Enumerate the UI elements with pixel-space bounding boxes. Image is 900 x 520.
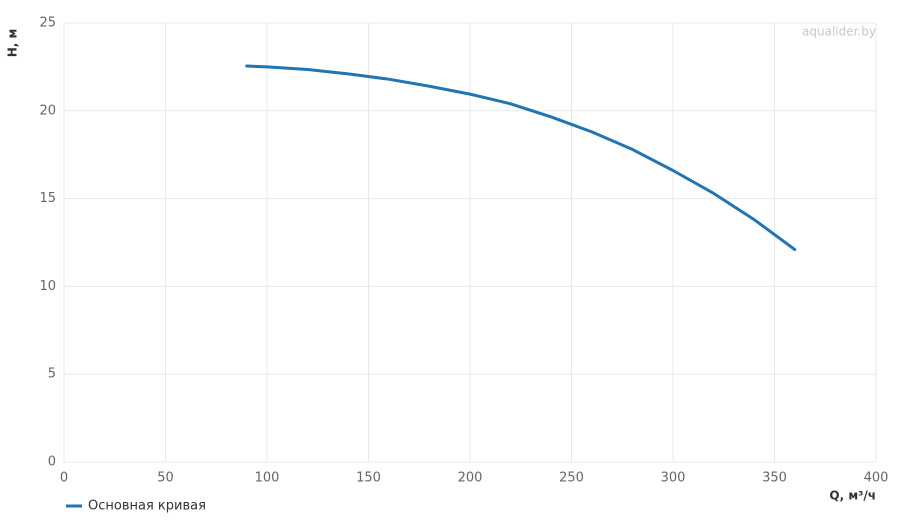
- y-tick-label: 5: [48, 367, 56, 382]
- y-tick-label: 15: [39, 191, 56, 206]
- watermark: aqualider.by: [802, 25, 876, 39]
- y-tick-label: 10: [39, 279, 56, 294]
- x-tick-label: 150: [356, 471, 381, 486]
- x-tick-label: 250: [559, 471, 584, 486]
- x-tick-label: 200: [458, 471, 483, 486]
- x-tick-label: 100: [255, 471, 280, 486]
- line-series: [245, 64, 797, 252]
- x-tick-label: 400: [864, 471, 889, 486]
- legend-label: Основная кривая: [88, 499, 206, 514]
- y-tick-label: 20: [39, 103, 56, 118]
- x-tick-label: 300: [661, 471, 686, 486]
- y-tick-label: 25: [39, 16, 56, 31]
- x-tick-label: 50: [157, 471, 174, 486]
- y-tick-label: 0: [48, 455, 56, 470]
- x-axis-label: Q, м³/ч: [829, 489, 876, 503]
- y-axis-label: H, м: [6, 29, 20, 58]
- x-tick-label: 350: [762, 471, 787, 486]
- x-tick-label: 0: [60, 471, 68, 486]
